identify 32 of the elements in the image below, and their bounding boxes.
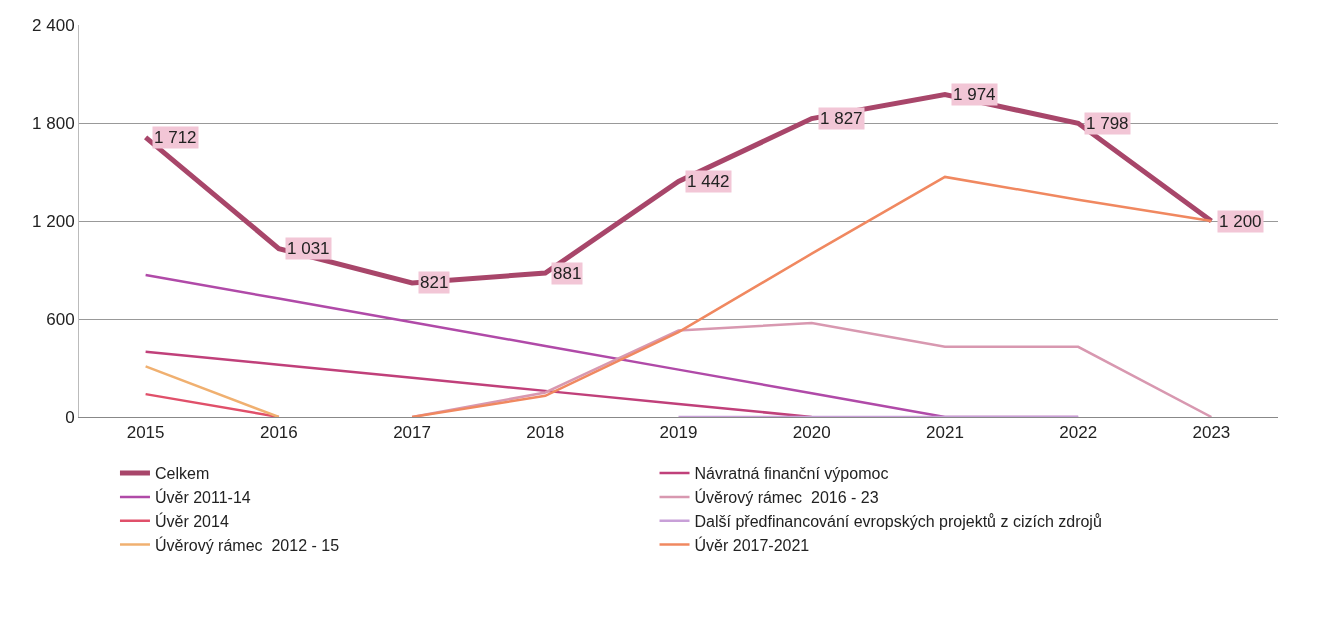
data-label: 1 442 — [687, 172, 730, 191]
x-tick-label: 2021 — [926, 423, 964, 443]
legend-label: Úvěr 2011-14 — [154, 488, 251, 507]
y-tick-label: 1 800 — [32, 113, 75, 133]
line-series — [410, 175, 1213, 417]
legend-label: Další předfinancování evropských projektů z cizích zdrojů — [694, 512, 1102, 530]
x-tick-label: 2017 — [393, 423, 431, 443]
y-tick-label: 1 200 — [32, 211, 75, 231]
data-label: 1 031 — [287, 239, 330, 258]
legend-label: Úvěr 2014 — [154, 511, 229, 530]
legend-label: Úvěrový rámec 2012 - 15 — [154, 535, 340, 554]
x-tick-label: 2020 — [792, 423, 831, 443]
x-tick-label: 2022 — [1059, 423, 1098, 443]
data-label: 881 — [553, 264, 582, 283]
legend-label: Úvěrový rámec 2016 - 23 — [694, 488, 879, 507]
x-tick-label: 2019 — [659, 423, 698, 443]
y-tick-label: 600 — [46, 309, 75, 329]
data-label: 821 — [420, 273, 449, 292]
legend-label: Celkem — [154, 465, 210, 483]
x-tick-label: 2018 — [526, 423, 565, 443]
data-label: 1 712 — [154, 128, 197, 147]
x-tick-label: 2016 — [259, 423, 298, 443]
y-tick-label: 2 400 — [32, 15, 75, 35]
data-label: 1 974 — [953, 85, 996, 104]
legend-label: Úvěr 2017-2021 — [694, 535, 810, 554]
y-tick-label: 0 — [65, 407, 75, 427]
data-label: 1 798 — [1086, 114, 1129, 133]
x-tick-label: 2023 — [1192, 423, 1231, 443]
legend-label: Návratná finanční výpomoc — [694, 465, 889, 483]
x-tick-label: 2015 — [126, 423, 165, 443]
data-label: 1 827 — [820, 109, 863, 128]
data-label: 1 200 — [1219, 212, 1262, 231]
